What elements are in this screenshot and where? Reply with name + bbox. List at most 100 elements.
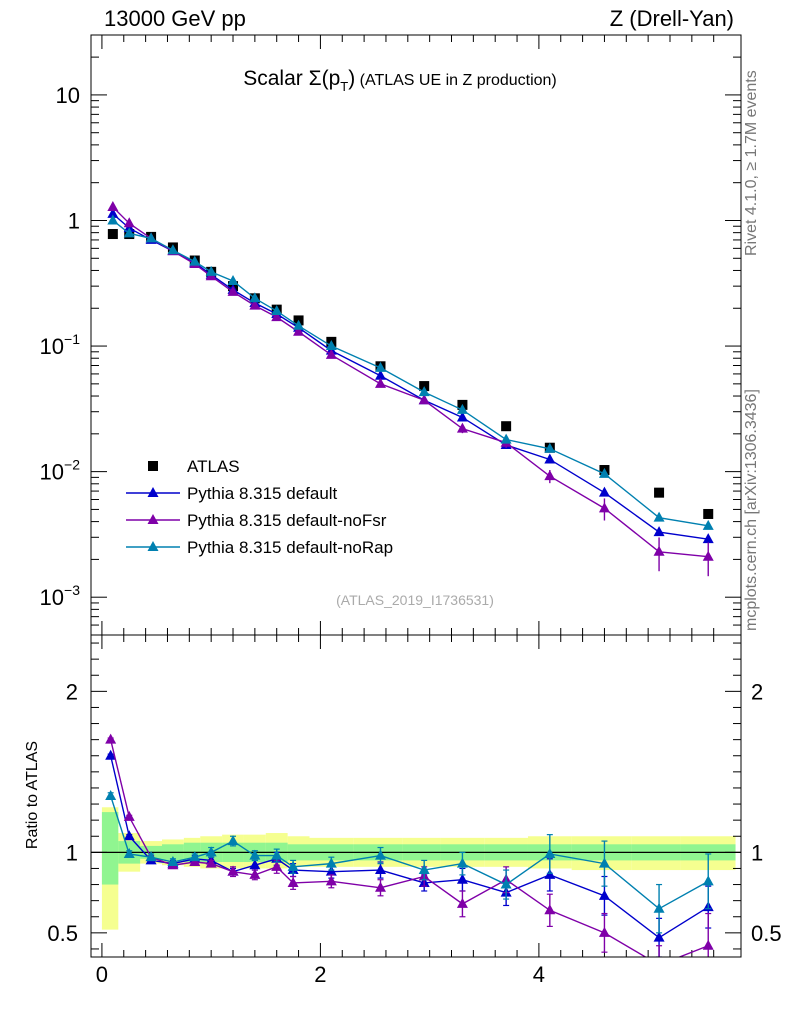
y-tick-label-exponent: −1 — [64, 331, 80, 347]
data-point-noRap — [107, 214, 119, 225]
ratio-point-default — [325, 865, 337, 876]
data-point-noFsr — [544, 470, 556, 481]
main-series — [107, 201, 714, 577]
ratio-point-noRap — [249, 849, 261, 860]
data-point-noRap — [374, 361, 386, 372]
ratio-point-noFsr — [227, 865, 239, 876]
data-point-noRap — [325, 340, 337, 351]
ratio-point-noRap — [123, 847, 135, 858]
y-tick-label: 1 — [68, 208, 80, 233]
ratio-y-tick-label: 0.5 — [47, 921, 78, 946]
ratio-point-noFsr — [456, 897, 468, 908]
ratio-point-noFsr — [654, 959, 665, 969]
ratio-point-default — [598, 889, 610, 900]
ratio-y-tick-label: 2 — [66, 679, 78, 704]
ratio-point-noRap — [271, 849, 283, 860]
data-point-atlas — [501, 421, 512, 432]
ratio-point-noRap — [702, 875, 714, 886]
ratio-point-noRap — [205, 846, 217, 857]
ratio-ticks — [91, 635, 741, 957]
data-point-noRap — [418, 386, 430, 397]
band-inner — [101, 812, 119, 885]
ratio-point-noFsr — [205, 857, 217, 868]
ratio-point-noRap — [500, 878, 512, 889]
data-point-noFsr — [227, 285, 239, 296]
legend-label-default: Pythia 8.315 default — [187, 484, 338, 503]
legend-marker-noRap — [147, 541, 159, 551]
main-panel: Scalar Σ(pT) (ATLAS UE in Z production) … — [40, 34, 742, 636]
legend-label-noRap: Pythia 8.315 default-noRap — [187, 538, 393, 557]
ratio-point-default — [249, 859, 261, 870]
data-point-noRap — [189, 255, 201, 266]
data-point-noRap — [123, 227, 135, 238]
data-point-noFsr — [325, 348, 337, 359]
y-tick-label-base: 10 — [56, 83, 80, 108]
y-tick-label-base: 10 — [40, 334, 64, 359]
ratio-y-axis-label: Ratio to ATLAS — [24, 741, 41, 849]
ratio-point-default — [105, 749, 117, 760]
data-point-default — [456, 411, 468, 422]
ratio-point-noRap — [418, 864, 430, 875]
legend-label-atlas: ATLAS — [187, 457, 240, 476]
ratio-point-noFsr — [544, 904, 556, 915]
ratio-point-noRap — [325, 857, 337, 868]
legend-marker-default — [147, 487, 159, 497]
data-point-noFsr — [123, 217, 135, 228]
main-ticks — [91, 34, 741, 636]
x-tick-label: 4 — [533, 962, 545, 987]
ratio-series — [105, 733, 714, 969]
header-left: 13000 GeV pp — [104, 6, 246, 31]
data-point-atlas — [107, 229, 118, 240]
ratio-point-noRap — [227, 835, 239, 846]
ratio-point-default — [653, 931, 665, 942]
ratio-point-noRap — [105, 790, 117, 800]
data-point-default — [374, 369, 386, 380]
data-point-noFsr — [653, 545, 665, 556]
data-point-noRap — [271, 305, 283, 316]
data-point-noFsr — [374, 377, 386, 388]
data-point-noRap — [544, 442, 556, 453]
legend-marker-noFsr — [147, 514, 159, 524]
data-point-noRap — [653, 511, 665, 522]
ratio-point-default — [123, 830, 135, 841]
data-point-default — [107, 207, 119, 218]
data-point-atlas — [654, 487, 665, 498]
ratio-point-noRap — [653, 902, 665, 913]
y-tick-label: 10−3 — [40, 582, 81, 610]
ratio-point-noFsr — [287, 876, 299, 887]
ratio-point-default — [544, 868, 556, 879]
ratio-y-tick-label-right: 1 — [751, 840, 763, 865]
ratio-point-noRap — [287, 860, 299, 871]
main-title: Scalar Σ(pT) (ATLAS UE in Z production) — [243, 67, 557, 94]
ratio-point-noRap — [167, 856, 179, 867]
data-point-default — [544, 453, 556, 464]
data-point-noRap — [500, 433, 512, 444]
header-right: Z (Drell-Yan) — [609, 6, 734, 31]
ratio-point-noRap — [374, 849, 386, 860]
watermark: (ATLAS_2019_I1736531) — [336, 592, 494, 608]
ratio-point-noFsr — [271, 860, 283, 871]
data-point-noFsr — [598, 502, 610, 513]
legend-label-noFsr: Pythia 8.315 default-noFsr — [187, 511, 387, 530]
y-tick-label: 10 — [56, 83, 80, 108]
data-point-noFsr — [293, 325, 305, 336]
y-tick-label: 10−1 — [40, 331, 81, 359]
data-point-noFsr — [702, 550, 714, 561]
data-point-atlas — [703, 508, 714, 519]
ratio-y-tick-label: 1 — [66, 840, 78, 865]
x-tick-label: 0 — [96, 962, 108, 987]
y-tick-label: 10−2 — [40, 457, 81, 485]
ratio-point-noFsr — [105, 733, 117, 744]
ratio-point-noFsr — [249, 868, 261, 879]
data-point-noRap — [145, 232, 157, 243]
data-point-default — [598, 486, 610, 497]
ratio-frame — [90, 634, 742, 958]
data-point-noFsr — [107, 201, 119, 212]
y-tick-label-base: 1 — [68, 208, 80, 233]
data-point-noFsr — [418, 394, 430, 405]
ratio-tick-labels: 0.5 0.5 1 1 2 2 0 2 4 — [47, 679, 781, 987]
ratio-point-default — [456, 873, 468, 884]
data-point-default — [653, 526, 665, 537]
